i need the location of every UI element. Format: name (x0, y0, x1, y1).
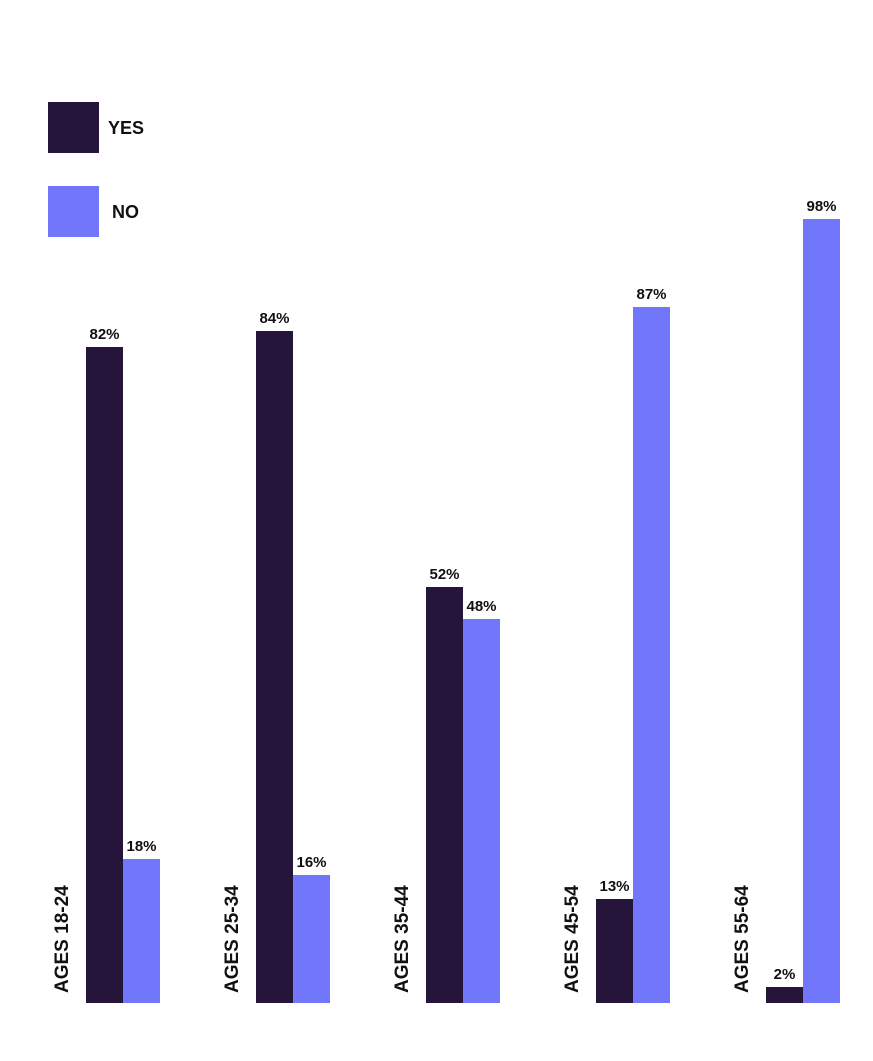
value-label: 84% (259, 310, 289, 327)
bar (803, 219, 840, 1003)
bar (293, 875, 330, 1003)
value-label: 18% (126, 838, 156, 855)
bar (86, 347, 123, 1003)
category-label: AGES 25-34 (222, 885, 243, 993)
value-label: 13% (599, 878, 629, 895)
bar (123, 859, 160, 1003)
value-label: 82% (89, 326, 119, 343)
bar (633, 307, 670, 1003)
legend-label: YES (108, 118, 144, 138)
value-label: 87% (636, 286, 666, 303)
value-label: 2% (774, 966, 796, 983)
category-label: AGES 18-24 (52, 885, 73, 993)
value-label: 98% (806, 198, 836, 215)
bar (256, 331, 293, 1003)
legend-label: NO (112, 202, 139, 222)
category-label: AGES 45-54 (562, 885, 583, 993)
legend-swatch (48, 186, 99, 237)
category-label: AGES 55-64 (732, 885, 753, 993)
value-label: 48% (466, 598, 496, 615)
value-label: 16% (296, 854, 326, 871)
bar (463, 619, 500, 1003)
bar (766, 987, 803, 1003)
legend-swatch (48, 102, 99, 153)
value-label: 52% (429, 566, 459, 583)
bar (596, 899, 633, 1003)
bar (426, 587, 463, 1003)
category-label: AGES 35-44 (392, 885, 413, 993)
